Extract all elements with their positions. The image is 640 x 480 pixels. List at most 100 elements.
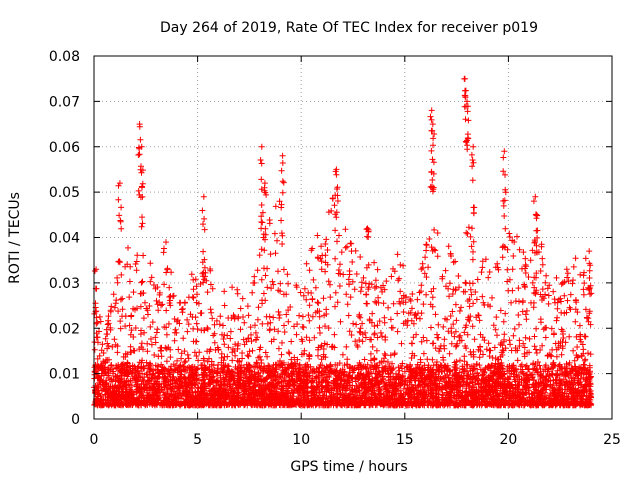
data-point [529, 279, 536, 286]
data-point [317, 330, 323, 336]
data-point [325, 278, 332, 285]
data-point [349, 259, 356, 265]
data-point [301, 285, 308, 292]
data-point [207, 306, 214, 313]
data-point [418, 288, 424, 295]
data-point [500, 318, 507, 325]
data-point [504, 266, 511, 273]
data-point [566, 333, 573, 340]
data-point [147, 278, 154, 285]
data-point [199, 259, 206, 266]
data-point [416, 289, 423, 296]
data-point [441, 336, 448, 343]
data-point [285, 318, 292, 325]
data-point [237, 326, 244, 333]
data-point [379, 333, 385, 340]
data-point [227, 335, 234, 342]
data-point [502, 310, 509, 317]
data-point [105, 317, 112, 324]
data-point [523, 316, 530, 323]
data-point [353, 271, 360, 277]
data-point [340, 271, 347, 278]
data-point [153, 329, 160, 336]
data-point [423, 291, 430, 298]
data-point [420, 301, 427, 308]
data-point [539, 286, 546, 293]
data-point [522, 311, 529, 318]
data-point [163, 331, 170, 338]
data-point [179, 309, 186, 316]
data-point [527, 257, 534, 264]
data-point [351, 286, 358, 293]
data-point [350, 320, 357, 327]
data-point [306, 352, 313, 359]
data-point [509, 287, 516, 294]
data-point [117, 296, 124, 303]
data-point [275, 308, 282, 315]
data-point [413, 331, 420, 338]
data-point [221, 288, 228, 295]
data-point [249, 347, 256, 354]
data-point [470, 248, 476, 255]
data-point [400, 385, 407, 392]
data-point [161, 245, 167, 252]
data-point [585, 350, 591, 357]
data-point [245, 353, 252, 360]
data-point [434, 253, 441, 260]
data-point [467, 233, 474, 240]
data-point [309, 295, 316, 302]
data-point [425, 264, 432, 271]
data-point [574, 344, 581, 350]
data-point [519, 299, 526, 306]
data-point [276, 315, 283, 321]
data-point [543, 272, 550, 279]
data-point [244, 303, 251, 310]
data-point [134, 252, 141, 259]
data-point [385, 304, 392, 311]
data-point [275, 345, 282, 352]
data-point [587, 291, 593, 298]
data-point [528, 299, 534, 306]
data-point [452, 301, 459, 308]
data-point [539, 255, 546, 262]
data-point [561, 292, 568, 299]
data-point [510, 332, 517, 339]
data-point [545, 300, 552, 307]
data-point [299, 313, 306, 320]
data-point [493, 314, 500, 321]
data-point [587, 351, 594, 358]
data-point [455, 273, 462, 279]
data-point [510, 253, 517, 259]
data-point [359, 320, 366, 327]
data-point [382, 336, 389, 343]
data-point [280, 266, 287, 273]
data-point [372, 298, 379, 305]
x-axis-label: GPS time / hours [290, 459, 407, 475]
data-point [539, 261, 546, 268]
data-point [554, 314, 561, 321]
data-point [473, 296, 480, 303]
data-point [147, 260, 154, 267]
data-point [285, 349, 292, 356]
data-point [94, 334, 101, 341]
data-point [428, 324, 434, 331]
data-point [262, 349, 269, 356]
data-point [264, 284, 271, 291]
data-point [315, 300, 322, 307]
data-point [550, 288, 557, 295]
data-point [303, 260, 310, 267]
data-point [581, 280, 588, 287]
data-point [522, 334, 529, 341]
data-point [316, 324, 323, 331]
data-point [224, 353, 231, 360]
data-point [256, 252, 263, 259]
data-point [387, 316, 394, 323]
data-point [499, 254, 506, 261]
data-point [258, 276, 265, 283]
data-point [342, 226, 349, 233]
data-point [344, 301, 351, 308]
data-point [163, 307, 170, 314]
data-point [138, 279, 145, 286]
data-point [289, 389, 296, 396]
data-point [467, 348, 474, 355]
